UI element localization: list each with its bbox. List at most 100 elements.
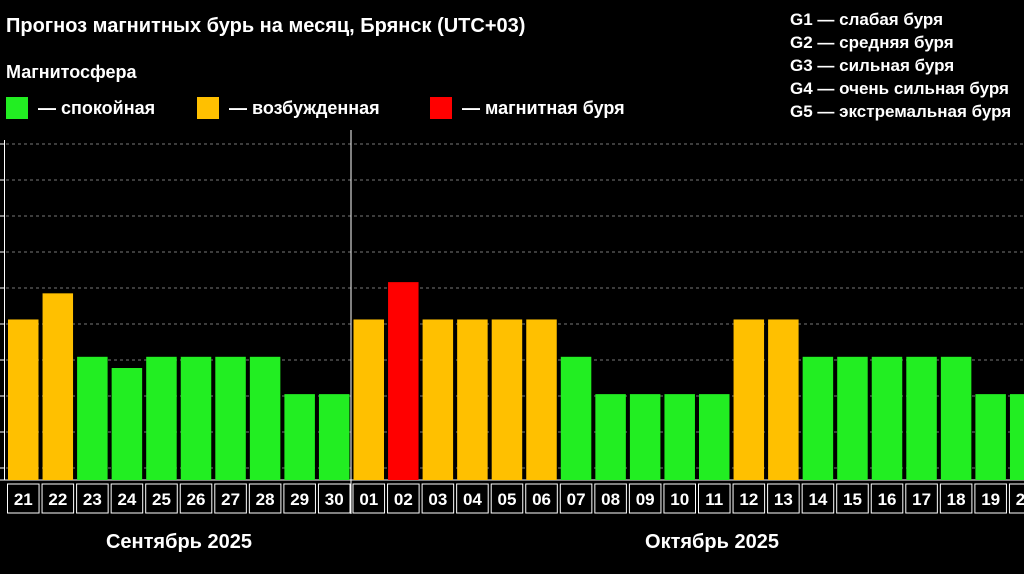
day-label-08: 08 xyxy=(601,490,620,509)
day-cell xyxy=(663,483,697,514)
day-cell xyxy=(525,483,558,514)
day-cell xyxy=(767,483,800,514)
day-label-16: 16 xyxy=(878,490,897,509)
day-label-22: 22 xyxy=(48,490,67,509)
day-cell xyxy=(559,483,593,514)
bar-20 xyxy=(1009,394,1024,480)
day-cell xyxy=(352,483,386,514)
day-label-12: 12 xyxy=(739,490,758,509)
bar-22 xyxy=(42,293,74,480)
day-cell xyxy=(387,483,420,514)
day-label-18: 18 xyxy=(947,490,966,509)
day-label-01: 01 xyxy=(359,490,378,509)
day-label-13: 13 xyxy=(774,490,793,509)
bar-09 xyxy=(629,394,661,480)
legend-excited-swatch xyxy=(197,97,219,119)
day-cell xyxy=(421,483,455,514)
day-cell xyxy=(41,483,75,514)
scale-g2: G2 — средняя буря xyxy=(790,33,954,52)
bar-26 xyxy=(180,356,212,480)
bar-21 xyxy=(8,319,39,480)
bar-03 xyxy=(422,319,454,480)
bar-27 xyxy=(215,356,246,480)
bar-16 xyxy=(871,356,903,480)
bar-12 xyxy=(733,319,765,480)
day-label-27: 27 xyxy=(221,490,240,509)
day-label-24: 24 xyxy=(117,490,136,509)
day-label-06: 06 xyxy=(532,490,551,509)
day-cell xyxy=(594,483,627,514)
day-cell xyxy=(801,483,835,514)
day-cell xyxy=(110,483,144,514)
day-label-26: 26 xyxy=(187,490,206,509)
day-cell xyxy=(1008,483,1024,514)
day-label-10: 10 xyxy=(670,490,689,509)
day-cell xyxy=(456,483,489,514)
day-label-23: 23 xyxy=(83,490,102,509)
bar-24 xyxy=(111,368,143,480)
storm-scale-legend: G1 — слабая буря G2 — средняя буря G3 — … xyxy=(790,8,1011,123)
scale-g5: G5 — экстремальная буря xyxy=(790,102,1012,121)
chart-title: Прогноз магнитных бурь на месяц, Брянск … xyxy=(6,15,526,37)
legend-calm-label: — спокойная xyxy=(38,97,156,118)
bar-06 xyxy=(526,319,557,480)
day-label-30: 30 xyxy=(325,490,344,509)
bar-19 xyxy=(975,394,1006,480)
chart-subtitle: Магнитосфера xyxy=(6,62,137,82)
scale-g4: G4 — очень сильная буря xyxy=(790,79,1009,98)
legend-excited: — возбужденная xyxy=(197,96,380,120)
month-label-october: Октябрь 2025 xyxy=(645,531,779,553)
bar-04 xyxy=(457,319,488,480)
day-label-20: 20 xyxy=(1016,490,1024,509)
day-cell xyxy=(179,483,213,514)
day-label-07: 07 xyxy=(567,490,586,509)
bar-05 xyxy=(491,319,523,480)
scale-g1: G1 — слабая буря xyxy=(790,10,944,29)
bar-29 xyxy=(284,394,315,480)
bar-18 xyxy=(940,356,972,480)
day-label-19: 19 xyxy=(981,490,1000,509)
day-cell xyxy=(214,483,247,514)
day-cell xyxy=(732,483,766,514)
day-label-05: 05 xyxy=(498,490,517,509)
bar-02 xyxy=(388,282,419,480)
day-cell xyxy=(974,483,1007,514)
day-label-09: 09 xyxy=(636,490,655,509)
day-cell xyxy=(283,483,316,514)
day-label-04: 04 xyxy=(463,490,482,509)
legend-calm-swatch xyxy=(6,97,28,119)
day-label-28: 28 xyxy=(256,490,275,509)
day-label-11: 11 xyxy=(705,490,723,509)
day-label-29: 29 xyxy=(290,490,309,509)
day-label-14: 14 xyxy=(808,490,827,509)
month-label-september: Сентябрь 2025 xyxy=(106,531,252,553)
bar-23 xyxy=(77,356,108,480)
day-label-21: 21 xyxy=(14,490,33,509)
bar-08 xyxy=(595,394,626,480)
day-cell xyxy=(939,483,973,514)
scale-g3: G3 — сильная буря xyxy=(790,56,955,75)
day-cell xyxy=(145,483,178,514)
day-cell xyxy=(317,483,351,514)
day-cell xyxy=(698,483,731,514)
legend-excited-label: — возбужденная xyxy=(229,97,380,118)
day-label-25: 25 xyxy=(152,490,171,509)
day-cell xyxy=(628,483,662,514)
bar-28 xyxy=(249,356,281,480)
bar-11 xyxy=(699,394,730,480)
day-cell xyxy=(490,483,524,514)
bar-15 xyxy=(837,356,868,480)
bar-10 xyxy=(664,394,695,480)
bar-07 xyxy=(560,356,592,480)
day-cell xyxy=(76,483,109,514)
day-label-02: 02 xyxy=(394,490,413,509)
legend-storm: — магнитная буря xyxy=(430,96,625,120)
day-cell xyxy=(248,483,282,514)
day-label-15: 15 xyxy=(843,490,862,509)
day-label-17: 17 xyxy=(912,490,931,509)
day-cell xyxy=(870,483,904,514)
day-label-03: 03 xyxy=(428,490,447,509)
bar-13 xyxy=(768,319,799,480)
day-cell xyxy=(905,483,938,514)
